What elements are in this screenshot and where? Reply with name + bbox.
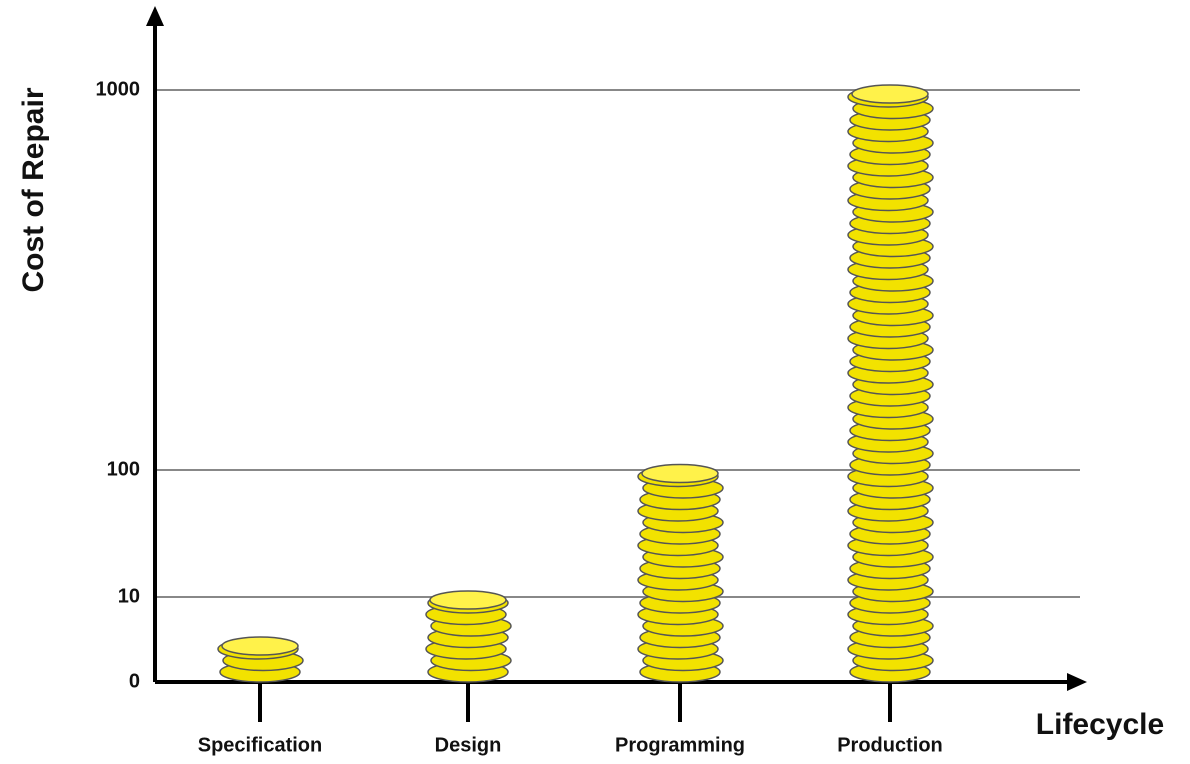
coin-top: [429, 590, 507, 610]
coin-stack: [637, 463, 724, 683]
y-tick-label: 10: [118, 585, 140, 607]
coin-top: [221, 636, 299, 656]
y-tick-label: 100: [107, 458, 140, 480]
coin-stack: [217, 636, 304, 683]
x-tick-label: Programming: [615, 734, 745, 756]
coin-top: [641, 463, 719, 484]
coin-stack: [847, 84, 934, 683]
y-axis-arrow: [146, 6, 164, 26]
y-tick-label: 1000: [96, 78, 141, 100]
x-tick-label: Specification: [198, 734, 322, 756]
x-tick-label: Production: [837, 734, 943, 756]
y-axis-label: Cost of Repair: [17, 87, 50, 292]
x-tick-label: Design: [435, 734, 502, 756]
coin-stack: [425, 590, 512, 683]
x-axis-label: Lifecycle: [1036, 708, 1164, 741]
coin-top: [851, 84, 929, 104]
x-axis-arrow: [1067, 673, 1087, 691]
y-tick-label: 0: [129, 670, 140, 692]
